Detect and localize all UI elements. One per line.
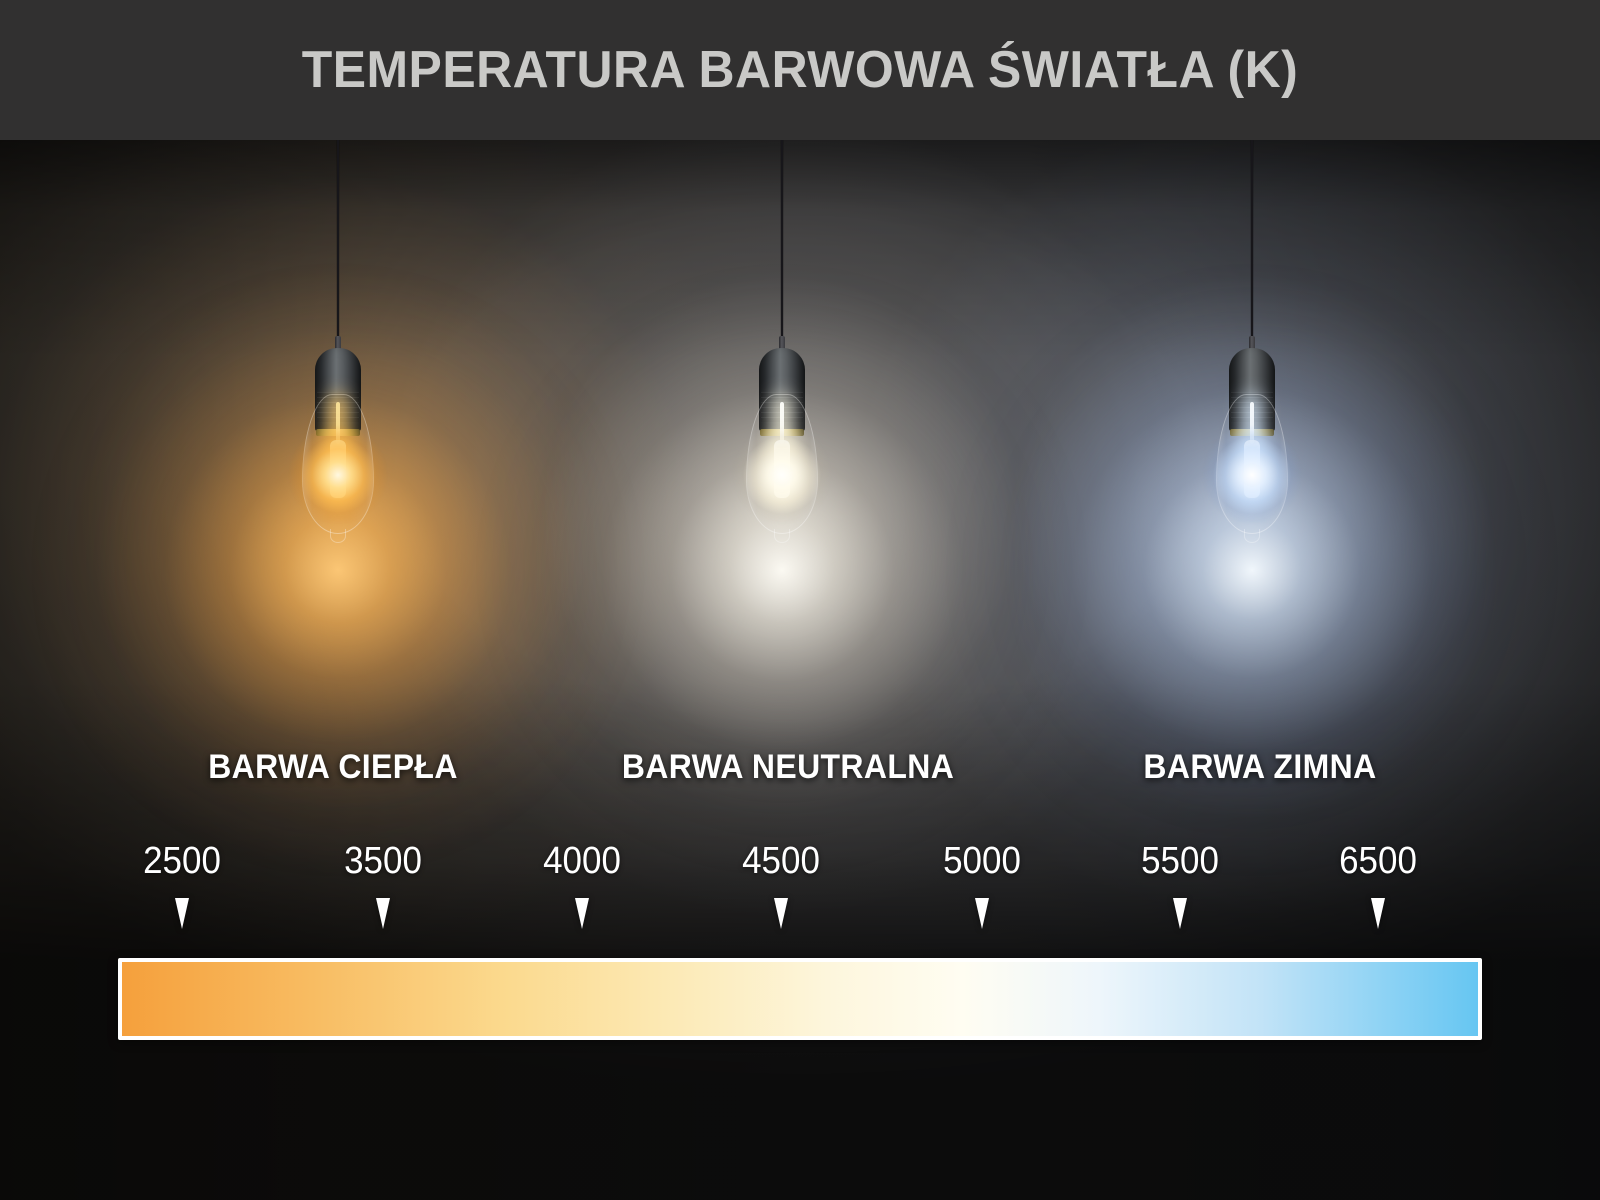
cool-bulb-tip	[1244, 529, 1260, 543]
segment-label-neutral: BARWA NEUTRALNA	[621, 748, 955, 786]
header-band	[0, 0, 1600, 140]
neutral-bulb-filament	[774, 440, 790, 498]
tick-value-2500: 2500	[143, 840, 221, 882]
tick-arrow-4500	[774, 898, 788, 929]
tick-value-6500: 6500	[1339, 840, 1417, 882]
neutral-bulb-filament-stem	[780, 402, 784, 444]
segment-label-cool: BARWA ZIMNA	[1143, 748, 1377, 786]
neutral-bulb-cord	[781, 140, 783, 342]
scene-vignette	[0, 140, 1600, 1200]
scene-wall	[0, 140, 1600, 1200]
segment-label-warm: BARWA CIEPŁA	[208, 748, 458, 786]
warm-bulb-cord	[337, 140, 339, 342]
warm-bulb-filament	[330, 440, 346, 498]
tick-value-4000: 4000	[543, 840, 621, 882]
color-temperature-gradient-bar	[118, 958, 1482, 1040]
tick-value-5000: 5000	[943, 840, 1021, 882]
tick-arrow-5500	[1173, 898, 1187, 929]
cool-bulb-filament-stem	[1250, 402, 1254, 444]
tick-arrow-3500	[376, 898, 390, 929]
warm-bulb-filament-stem	[336, 402, 340, 444]
neutral-bulb-tip	[774, 529, 790, 543]
tick-value-3500: 3500	[344, 840, 422, 882]
tick-value-4500: 4500	[742, 840, 820, 882]
page-title: TEMPERATURA BARWOWA ŚWIATŁA (K)	[301, 41, 1299, 99]
wall-glow-warm	[0, 140, 1600, 1200]
wall-glow-cool	[0, 140, 1600, 1200]
cool-bulb-filament	[1244, 440, 1260, 498]
gradient-bar-fill	[122, 962, 1478, 1036]
tick-arrow-2500	[175, 898, 189, 929]
cool-bulb-cord	[1251, 140, 1253, 342]
tick-arrow-5000	[975, 898, 989, 929]
tick-arrow-6500	[1371, 898, 1385, 929]
tick-value-5500: 5500	[1141, 840, 1219, 882]
wall-glow-neutral	[0, 140, 1600, 1200]
tick-arrow-4000	[575, 898, 589, 929]
warm-bulb-tip	[330, 529, 346, 543]
